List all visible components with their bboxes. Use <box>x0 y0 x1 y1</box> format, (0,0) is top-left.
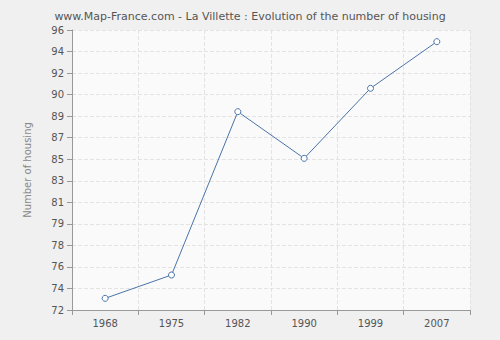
svg-text:90: 90 <box>51 89 64 100</box>
svg-text:2007: 2007 <box>424 318 449 329</box>
svg-text:1975: 1975 <box>159 318 184 329</box>
svg-text:www.Map-France.com - La Villet: www.Map-France.com - La Villette : Evolu… <box>54 10 445 23</box>
svg-text:72: 72 <box>51 305 64 316</box>
svg-text:81: 81 <box>51 197 64 208</box>
svg-text:74: 74 <box>51 283 64 294</box>
svg-text:1999: 1999 <box>358 318 383 329</box>
svg-text:85: 85 <box>51 154 64 165</box>
svg-text:89: 89 <box>51 111 64 122</box>
svg-text:76: 76 <box>51 261 64 272</box>
svg-text:79: 79 <box>51 218 64 229</box>
svg-text:1990: 1990 <box>291 318 316 329</box>
svg-text:92: 92 <box>51 68 64 79</box>
svg-text:94: 94 <box>51 46 64 57</box>
svg-text:1968: 1968 <box>92 318 117 329</box>
svg-text:1982: 1982 <box>225 318 250 329</box>
svg-text:96: 96 <box>51 25 64 36</box>
svg-text:78: 78 <box>51 240 64 251</box>
svg-text:87: 87 <box>51 132 64 143</box>
svg-text:83: 83 <box>51 175 64 186</box>
svg-text:Number of housing: Number of housing <box>22 122 33 218</box>
